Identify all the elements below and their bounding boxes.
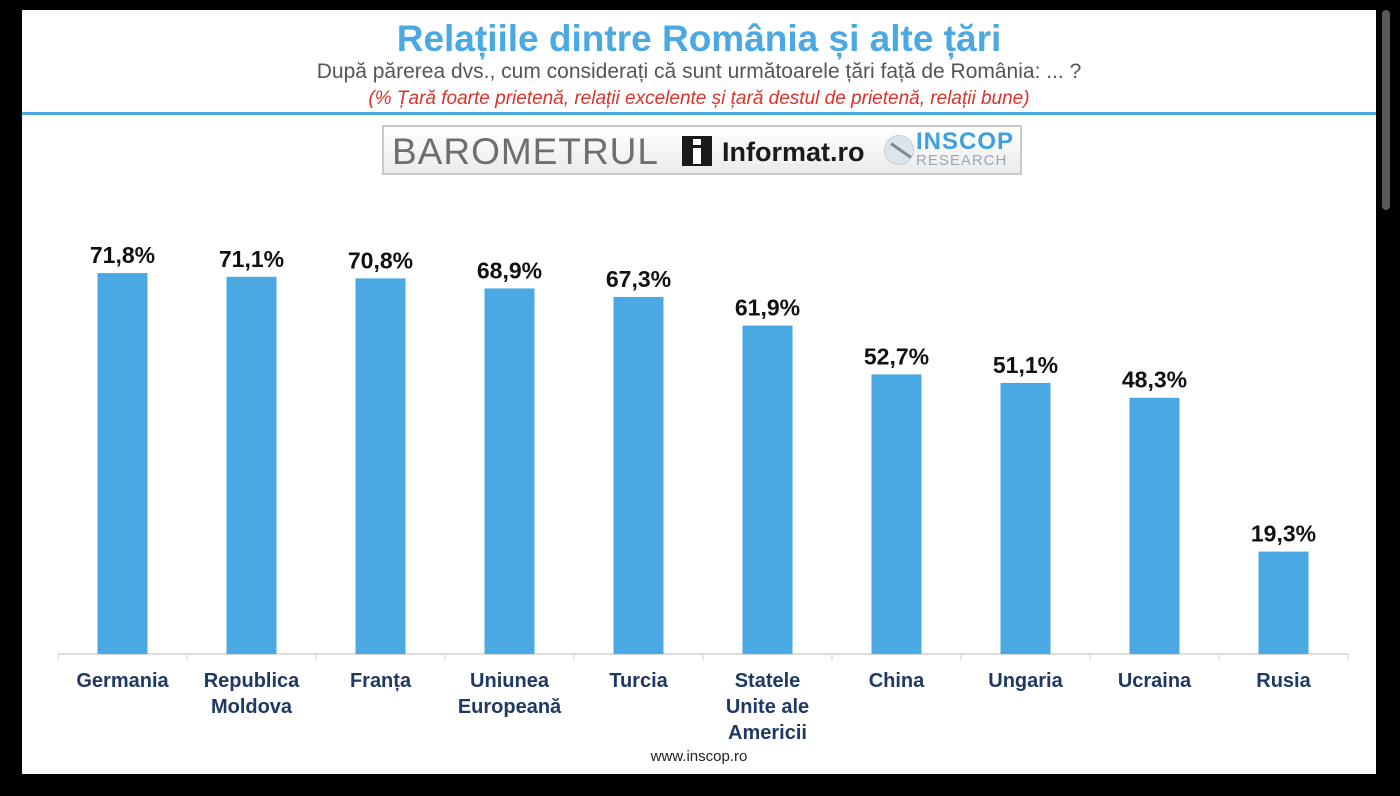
category-label: China [868, 670, 925, 692]
category-label: Ucraina [1117, 670, 1192, 692]
data-label: 71,8% [90, 242, 155, 268]
category-label: Ungaria [988, 670, 1063, 692]
bar [871, 374, 922, 654]
informat-logo-text: Informat.ro [722, 137, 865, 167]
bar [1000, 382, 1051, 654]
inscop-logo-icon [884, 135, 914, 165]
data-label: 19,3% [1251, 521, 1316, 547]
data-label: 68,9% [477, 257, 542, 283]
bar [355, 278, 406, 654]
research-logo-text: RESEARCH [916, 152, 1008, 169]
scrollbar[interactable] [1382, 10, 1390, 210]
category-label: Statele Unite ale Americii [725, 670, 810, 744]
category-label: Republica Moldova [203, 670, 300, 718]
chart-subtitle: După părerea dvs., cum considerați că su… [316, 60, 1082, 83]
category-label: Germania [76, 670, 169, 692]
footer-url: www.inscop.ro [650, 748, 748, 765]
data-label: 67,3% [606, 266, 671, 292]
chart-title: Relațiile dintre România și alte țări [396, 18, 1002, 59]
bar [613, 296, 664, 654]
data-label: 70,8% [348, 247, 413, 273]
title-divider [22, 112, 1376, 115]
data-label: 61,9% [735, 295, 800, 321]
bar [1129, 397, 1180, 654]
bar-chart: 71,8% 71,1% 70,8% 68,9% 67,3% 61,9% 52,7% 51,1%… [57, 242, 1349, 661]
sponsor-banner: BAROMETRUL Informat.ro INSCOP RESEARCH [382, 125, 1022, 175]
category-label: Uniunea Europeană [457, 670, 562, 718]
bar [484, 288, 535, 654]
bar [1258, 551, 1309, 654]
informat-logo-icon [682, 136, 712, 166]
barometrul-logo: BAROMETRUL [392, 131, 659, 172]
inscop-logo-text: INSCOP [916, 128, 1015, 155]
data-label: 48,3% [1122, 367, 1187, 393]
data-label: 71,1% [219, 246, 284, 272]
category-label: Franța [349, 670, 412, 692]
bar [226, 276, 277, 654]
data-label: 52,7% [864, 343, 929, 369]
category-label: Turcia [609, 670, 668, 692]
data-label: 51,1% [993, 352, 1058, 378]
category-label: Rusia [1256, 670, 1311, 692]
chart-slide: Relațiile dintre România și alte țări Du… [22, 10, 1376, 774]
bar [97, 273, 148, 654]
bar [742, 325, 793, 654]
chart-note: (% Țară foarte prietenă, relații excelen… [368, 88, 1030, 109]
